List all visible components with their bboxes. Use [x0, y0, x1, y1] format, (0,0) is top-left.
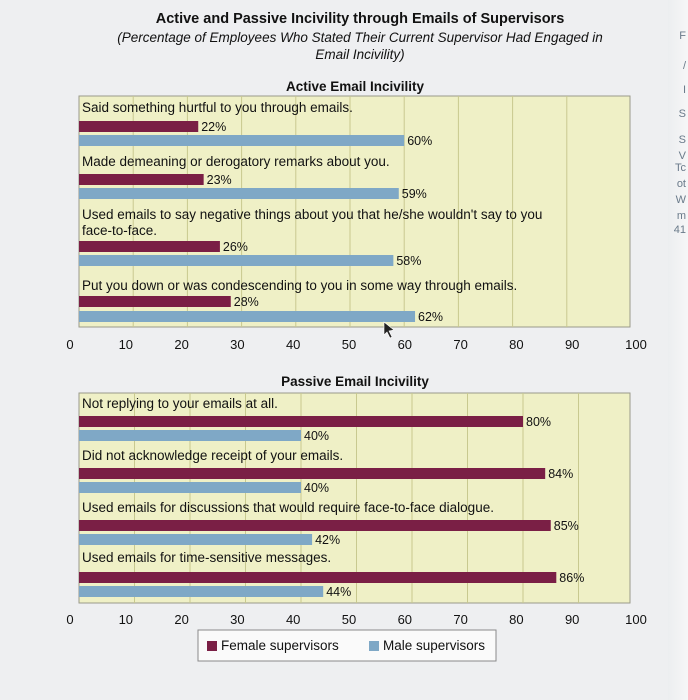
legend-box	[197, 629, 497, 662]
panel2-chart-title: Passive Email Incivility	[281, 374, 429, 389]
panel1-x-tick-label: 100	[625, 337, 647, 352]
panel2-category-label: Used emails for discussions that would r…	[82, 500, 494, 515]
panel1-category-label: Said something hurtful to you through em…	[82, 100, 353, 115]
subtitle-line-2: Email Incivility)	[315, 47, 405, 62]
subtitle-line-1: (Percentage of Employees Who Stated Thei…	[117, 30, 603, 45]
panel2-x-tick-label: 0	[66, 612, 73, 627]
panel1-plot-area	[78, 95, 631, 328]
panel2-category-label: Not replying to your emails at all.	[82, 396, 278, 411]
panel1-chart-title: Active Email Incivility	[286, 79, 425, 94]
edge-text-fragment: 41	[673, 224, 686, 236]
panel2-female-bar	[79, 416, 523, 427]
edge-text-fragment: S	[678, 108, 686, 120]
panel1-female-bar	[79, 174, 204, 185]
panel2-male-value-label: 44%	[326, 585, 351, 599]
panel1-x-tick-label: 60	[398, 337, 412, 352]
edge-text-fragment: Tc	[675, 162, 686, 174]
panel1-male-bar	[79, 135, 405, 146]
panel2-x-tick-label: 60	[398, 612, 412, 627]
legend-swatch-female	[207, 641, 217, 651]
panel2-x-tick-label: 10	[119, 612, 133, 627]
edge-text-fragment: I	[682, 84, 686, 96]
panel1-female-value-label: 28%	[234, 295, 259, 309]
legend-label-female: Female supervisors	[221, 638, 339, 653]
panel2-category-label: Used emails for time-sensitive messages.	[82, 550, 331, 565]
panel1-category-label: Made demeaning or derogatory remarks abo…	[82, 154, 390, 169]
panel1-female-bar	[79, 241, 220, 252]
panel2-female-value-label: 86%	[559, 571, 584, 585]
edge-text-fragment: S	[678, 134, 686, 146]
panel2-male-bar	[79, 482, 301, 493]
panel2-x-tick-label: 40	[286, 612, 300, 627]
panel2-male-value-label: 42%	[315, 533, 340, 547]
panel2-male-value-label: 40%	[304, 481, 329, 495]
edge-text-fragment: /	[682, 60, 686, 72]
panel2-female-value-label: 84%	[548, 467, 573, 481]
panel1-x-tick-label: 0	[66, 337, 73, 352]
panel2-category-label: Did not acknowledge receipt of your emai…	[82, 448, 343, 463]
panel2-x-tick-label: 20	[174, 612, 188, 627]
panel2-female-bar	[79, 520, 551, 531]
panel1-male-value-label: 59%	[402, 187, 427, 201]
edge-text-fragment: m	[676, 210, 686, 222]
panel1-male-value-label: 58%	[396, 254, 421, 268]
panel1-x-tick-label: 30	[230, 337, 244, 352]
legend-swatch-male	[369, 641, 379, 651]
panel1-male-bar	[79, 311, 416, 322]
edge-text-fragment: W	[675, 194, 686, 206]
panel2-x-tick-label: 70	[453, 612, 467, 627]
panel1-x-tick-label: 80	[509, 337, 523, 352]
panel2-male-bar	[79, 430, 301, 441]
page-title: Active and Passive Incivility through Em…	[155, 11, 565, 27]
panel1-category-label: Put you down or was condescending to you…	[82, 278, 517, 293]
mouse-cursor-icon	[383, 321, 395, 339]
panel2-x-tick-label: 50	[342, 612, 356, 627]
panel2-female-value-label: 85%	[554, 519, 579, 533]
panel1-category-label: Used emails to say negative things about…	[82, 207, 542, 238]
panel1-x-tick-label: 10	[119, 337, 133, 352]
panel2-male-bar	[79, 586, 324, 597]
panel2-male-bar	[79, 534, 313, 545]
panel1-x-tick-label: 50	[342, 337, 356, 352]
panel1-x-tick-label: 90	[565, 337, 579, 352]
edge-text-fragment: F	[679, 30, 686, 42]
panel2-female-value-label: 80%	[526, 415, 551, 429]
panel2-female-bar	[79, 468, 546, 479]
panel2-plot-area	[78, 392, 631, 604]
panel1-female-value-label: 26%	[223, 240, 248, 254]
edge-text-fragment: ot	[676, 178, 686, 190]
panel2-x-tick-label: 80	[509, 612, 523, 627]
panel2-female-bar	[79, 572, 557, 583]
panel2-x-tick-label: 30	[230, 612, 244, 627]
panel1-male-bar	[79, 255, 394, 266]
panel1-female-bar	[79, 296, 231, 307]
panel1-female-bar	[79, 121, 199, 132]
panel1-male-bar	[79, 188, 399, 199]
panel1-x-tick-label: 40	[286, 337, 300, 352]
edge-text-fragment: V	[678, 150, 686, 162]
panel1-female-value-label: 22%	[201, 120, 226, 134]
panel1-male-value-label: 60%	[407, 134, 432, 148]
legend-label-male: Male supervisors	[383, 638, 485, 653]
panel1-x-tick-label: 70	[453, 337, 467, 352]
page-subtitle: (Percentage of Employees Who Stated Thei…	[70, 29, 650, 63]
panel2-x-tick-label: 90	[565, 612, 579, 627]
panel2-male-value-label: 40%	[304, 429, 329, 443]
panel2-x-tick-label: 100	[625, 612, 647, 627]
panel1-female-value-label: 23%	[207, 173, 232, 187]
panel1-x-tick-label: 20	[174, 337, 188, 352]
panel1-male-value-label: 62%	[418, 310, 443, 324]
